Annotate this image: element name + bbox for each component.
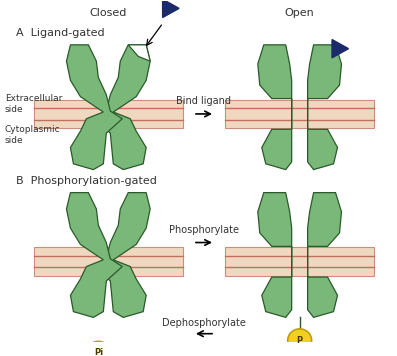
Text: Closed: Closed [90,9,127,19]
Bar [225,247,374,276]
Text: A  Ligand-gated: A Ligand-gated [15,27,104,38]
Polygon shape [66,193,122,318]
Polygon shape [128,45,150,61]
Circle shape [288,329,312,352]
Bar [225,100,374,128]
Text: Bind ligand: Bind ligand [177,96,231,106]
Bar [34,247,183,276]
Text: P: P [297,336,303,345]
Polygon shape [308,193,341,318]
Text: Dephosphorylate: Dephosphorylate [162,318,246,328]
Polygon shape [66,45,122,169]
Text: Phosphorylate: Phosphorylate [169,225,239,235]
Text: Open: Open [285,9,314,19]
Polygon shape [258,45,292,169]
Polygon shape [94,45,150,169]
Text: Cytoplasmic
side: Cytoplasmic side [5,125,60,145]
Polygon shape [258,193,292,318]
Text: Pi: Pi [94,349,103,356]
Text: Extracellular
side: Extracellular side [5,94,62,114]
Circle shape [87,341,110,356]
Polygon shape [94,193,150,318]
Text: B  Phosphorylation-gated: B Phosphorylation-gated [15,176,156,186]
Polygon shape [308,45,341,169]
Bar [34,100,183,128]
